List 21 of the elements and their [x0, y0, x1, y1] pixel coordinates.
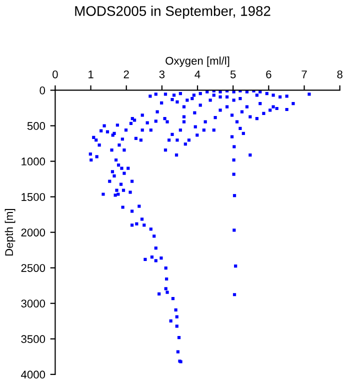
x-tick-label: 1: [88, 70, 94, 78]
x-tick-label: 6: [266, 70, 272, 78]
y-axis-title: Depth [m]: [4, 209, 16, 256]
x-tick-label: 8: [337, 70, 342, 78]
y-tick-label: 3500: [21, 335, 46, 344]
y-tick-label: 3000: [21, 300, 46, 308]
x-axis-title: Oxygen [ml/l]: [166, 56, 230, 67]
x-tick-label: 3: [159, 70, 165, 78]
y-tick-label: 1500: [22, 193, 46, 201]
x-tick-label: 5: [230, 70, 236, 78]
chart-title: MODS2005 in September, 1982: [75, 6, 270, 19]
y-tick-label: 500: [27, 122, 46, 130]
y-tick-label: 0: [40, 86, 46, 94]
y-tick-label: 4000: [21, 370, 46, 379]
x-tick-label: 2: [124, 70, 129, 78]
y-tick-label: 2500: [21, 264, 46, 272]
x-tick-label: 7: [302, 70, 307, 78]
y-tick-label: 2000: [21, 228, 46, 236]
x-tick-label: 0: [52, 70, 58, 78]
x-tick-label: 4: [194, 70, 200, 78]
y-tick-label: 1000: [22, 158, 46, 166]
